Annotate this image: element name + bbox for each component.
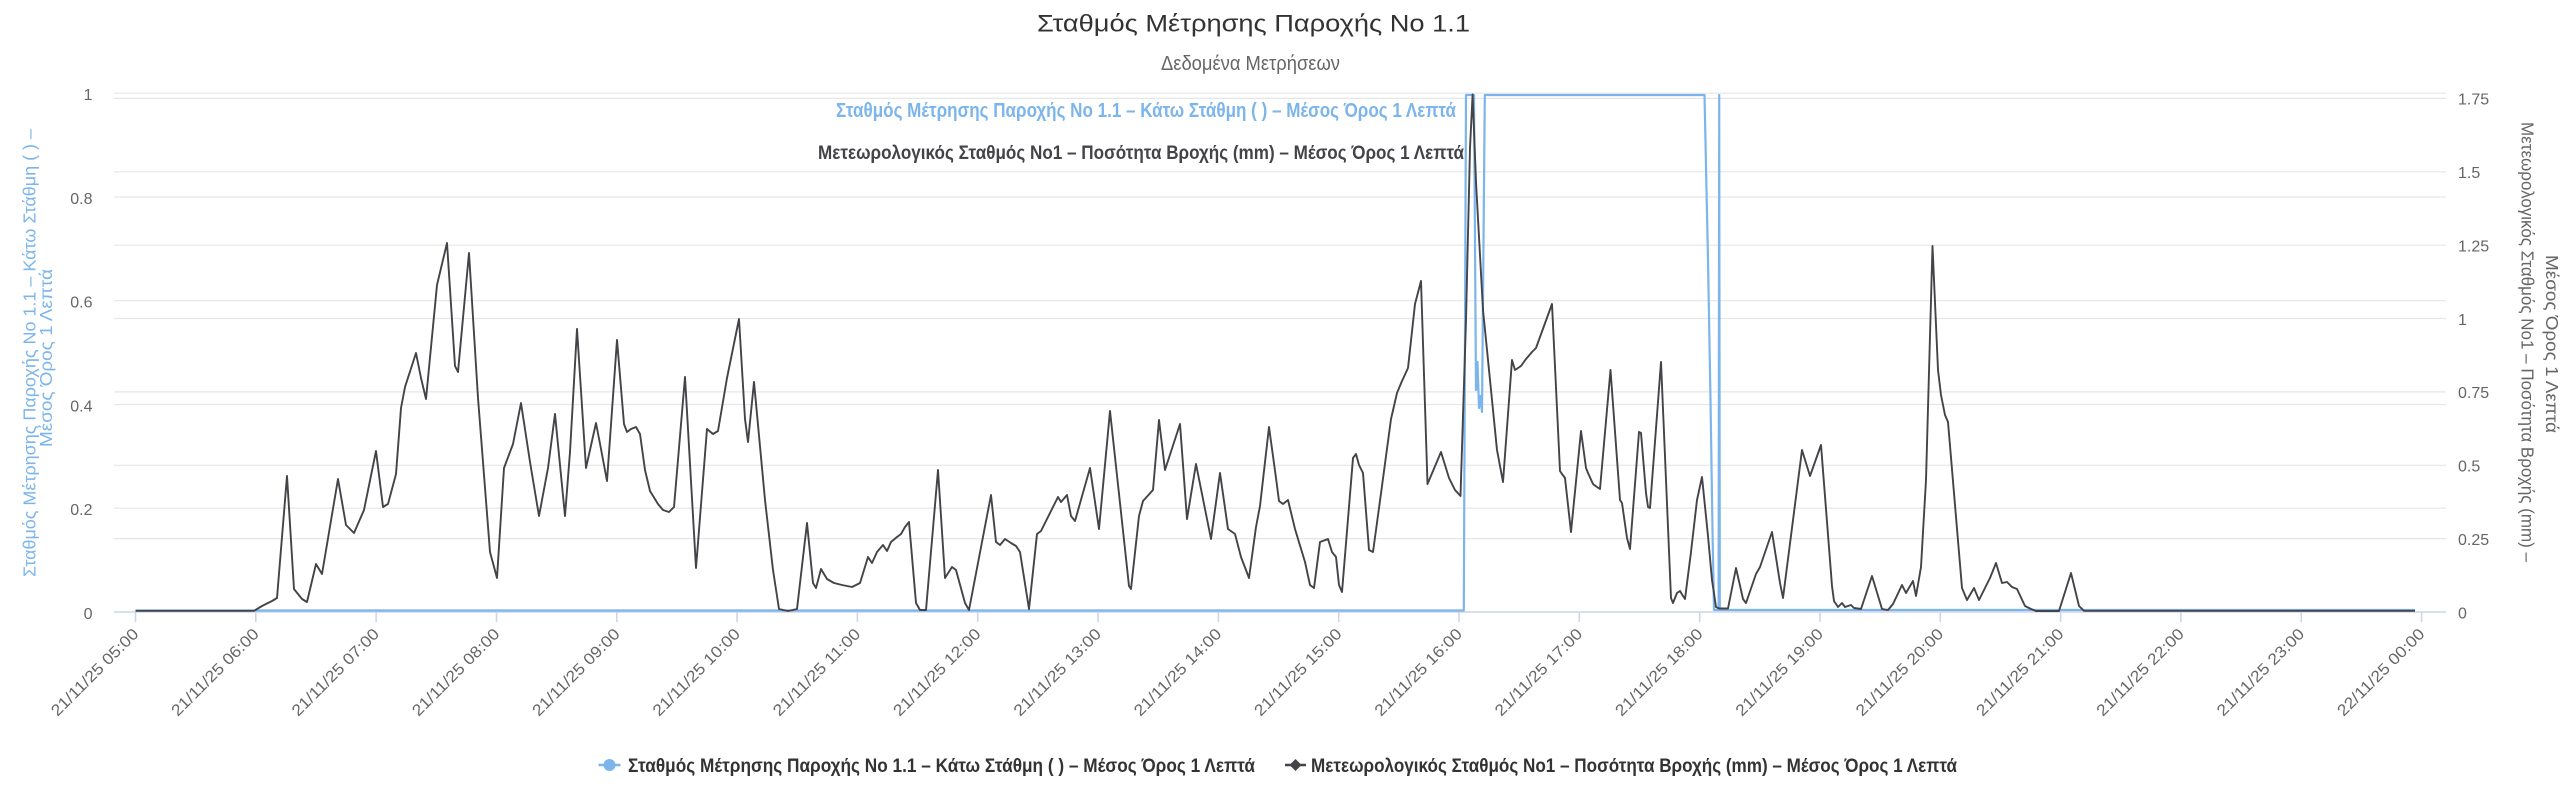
svg-text:Σταθμός Μέτρησης Παροχής Νο 1.: Σταθμός Μέτρησης Παροχής Νο 1.1 – Κάτω Σ… [836, 100, 1457, 122]
svg-text:1.75: 1.75 [2458, 92, 2489, 109]
svg-text:Μετεωρολογικός Σταθμός Νο1 – Π: Μετεωρολογικός Σταθμός Νο1 – Ποσότητα Βρ… [1311, 756, 1957, 777]
svg-text:Μέσος Όρος 1 Λεπτά: Μέσος Όρος 1 Λεπτά [2542, 255, 2560, 433]
svg-text:0.4: 0.4 [70, 398, 92, 415]
svg-text:Σταθμός Μέτρησης Παροχής Νο 1.: Σταθμός Μέτρησης Παροχής Νο 1.1 [1037, 11, 1470, 38]
svg-text:Σταθμός Μέτρησης Παροχής Νο 1.: Σταθμός Μέτρησης Παροχής Νο 1.1 – Κάτω Σ… [20, 129, 40, 577]
svg-text:0.75: 0.75 [2458, 385, 2489, 402]
svg-text:1: 1 [84, 87, 93, 104]
svg-text:Μετεωρολογικός Σταθμός Νο1 – Π: Μετεωρολογικός Σταθμός Νο1 – Ποσότητα Βρ… [2518, 122, 2538, 562]
svg-text:Δεδομένα Μετρήσεων: Δεδομένα Μετρήσεων [1161, 53, 1340, 75]
svg-text:0.5: 0.5 [2458, 459, 2480, 476]
svg-text:1: 1 [2458, 312, 2467, 329]
svg-text:0.2: 0.2 [70, 502, 92, 519]
svg-text:1.25: 1.25 [2458, 239, 2489, 256]
svg-text:0.8: 0.8 [70, 191, 92, 208]
svg-text:0.25: 0.25 [2458, 532, 2489, 549]
svg-text:Σταθμός Μέτρησης Παροχής Νο 1.: Σταθμός Μέτρησης Παροχής Νο 1.1 – Κάτω Σ… [628, 756, 1255, 777]
svg-text:0: 0 [2458, 605, 2467, 622]
svg-text:0.6: 0.6 [70, 295, 92, 312]
svg-text:Μέσος Όρος 1 Λεπτά: Μέσος Όρος 1 Λεπτά [36, 269, 56, 447]
svg-text:0: 0 [84, 606, 93, 623]
svg-text:Μετεωρολογικός Σταθμός Νο1 – Π: Μετεωρολογικός Σταθμός Νο1 – Ποσότητα Βρ… [818, 143, 1464, 164]
svg-text:1.5: 1.5 [2458, 165, 2480, 182]
